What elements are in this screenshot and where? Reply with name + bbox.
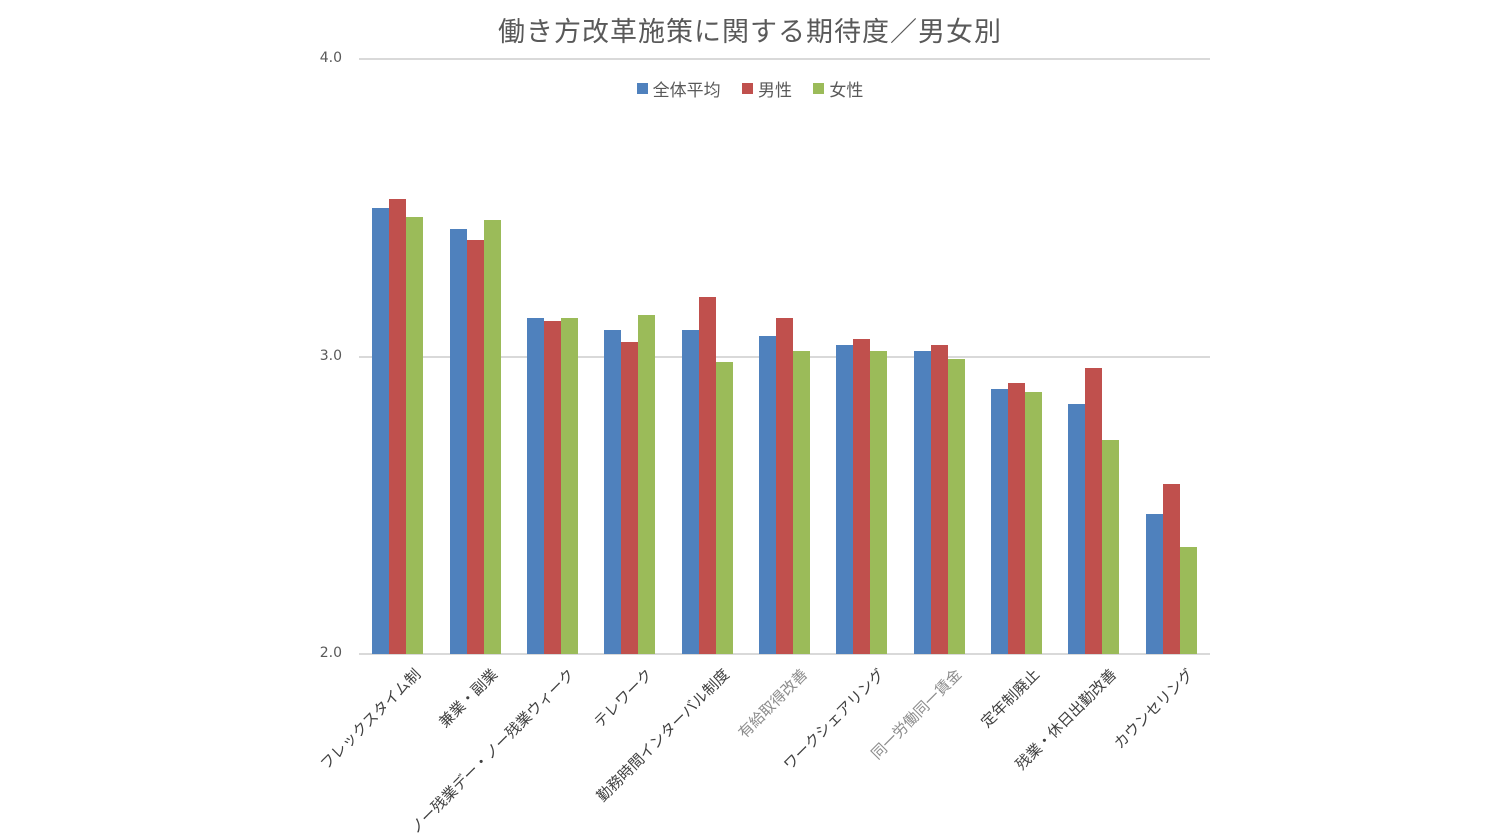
- y-tick-label: 4.0: [319, 50, 342, 66]
- bar: [947, 359, 965, 654]
- bar: [449, 228, 467, 654]
- x-axis-label: 定年制廃止: [976, 665, 1043, 732]
- x-axis-label: フレックスタイム制: [316, 665, 425, 774]
- bar: [853, 338, 871, 654]
- bar: [1145, 514, 1163, 654]
- bar: [483, 219, 501, 654]
- bar: [870, 350, 888, 654]
- bar: [621, 341, 639, 654]
- legend-swatch-icon: [813, 83, 825, 94]
- legend-label: 男性: [758, 81, 792, 101]
- legend-item-female: 女性: [813, 76, 863, 101]
- bar: [793, 350, 810, 654]
- x-axis-label: 有給取得改善: [734, 665, 811, 742]
- bar: [1008, 383, 1026, 654]
- bar: [638, 314, 656, 654]
- legend-label: 全体平均: [652, 81, 721, 101]
- bar: [389, 198, 407, 654]
- legend-swatch-icon: [742, 83, 753, 94]
- bar: [1179, 546, 1197, 654]
- bar: [1025, 392, 1043, 654]
- legend-item-male: 男性: [742, 76, 792, 101]
- bar: [836, 344, 854, 654]
- chart-legend: 全体平均 男性 女性: [0, 76, 1500, 101]
- bar: [543, 320, 561, 654]
- y-tick-label: 3.0: [319, 348, 342, 364]
- bar: [930, 344, 948, 654]
- x-axis-label: 勤務時間インターバル制度: [593, 665, 734, 806]
- bar: [715, 362, 733, 654]
- chart-title: 働き方改革施策に関する期待度／男女別: [498, 17, 1002, 48]
- bar: [991, 389, 1009, 654]
- bar: [913, 350, 931, 654]
- gridline: [359, 58, 1210, 60]
- bar: [776, 317, 793, 654]
- y-tick-label: 2.0: [319, 645, 342, 661]
- x-axis-label: テレワーク: [590, 665, 656, 732]
- x-axis-label: ノー残業デー・ノー残業ウィーク: [406, 665, 579, 838]
- legend-label: 女性: [829, 81, 864, 101]
- bar: [466, 240, 484, 654]
- x-axis-label: 兼業・副業: [435, 665, 502, 732]
- bar: [1068, 404, 1086, 654]
- bar: [406, 216, 424, 654]
- bar: [1102, 439, 1120, 654]
- bar: [681, 329, 699, 654]
- bar: [604, 329, 622, 654]
- legend-swatch-icon: [636, 83, 648, 94]
- bar: [526, 317, 544, 654]
- bar: [1162, 484, 1180, 654]
- bar: [560, 317, 578, 654]
- bar: [759, 335, 776, 654]
- legend-item-overall: 全体平均: [636, 76, 721, 101]
- bar: [372, 207, 390, 654]
- x-axis-label: カウンセリング: [1110, 665, 1198, 753]
- bar: [1085, 368, 1103, 654]
- gridline: [359, 653, 1210, 655]
- bar: [698, 297, 716, 654]
